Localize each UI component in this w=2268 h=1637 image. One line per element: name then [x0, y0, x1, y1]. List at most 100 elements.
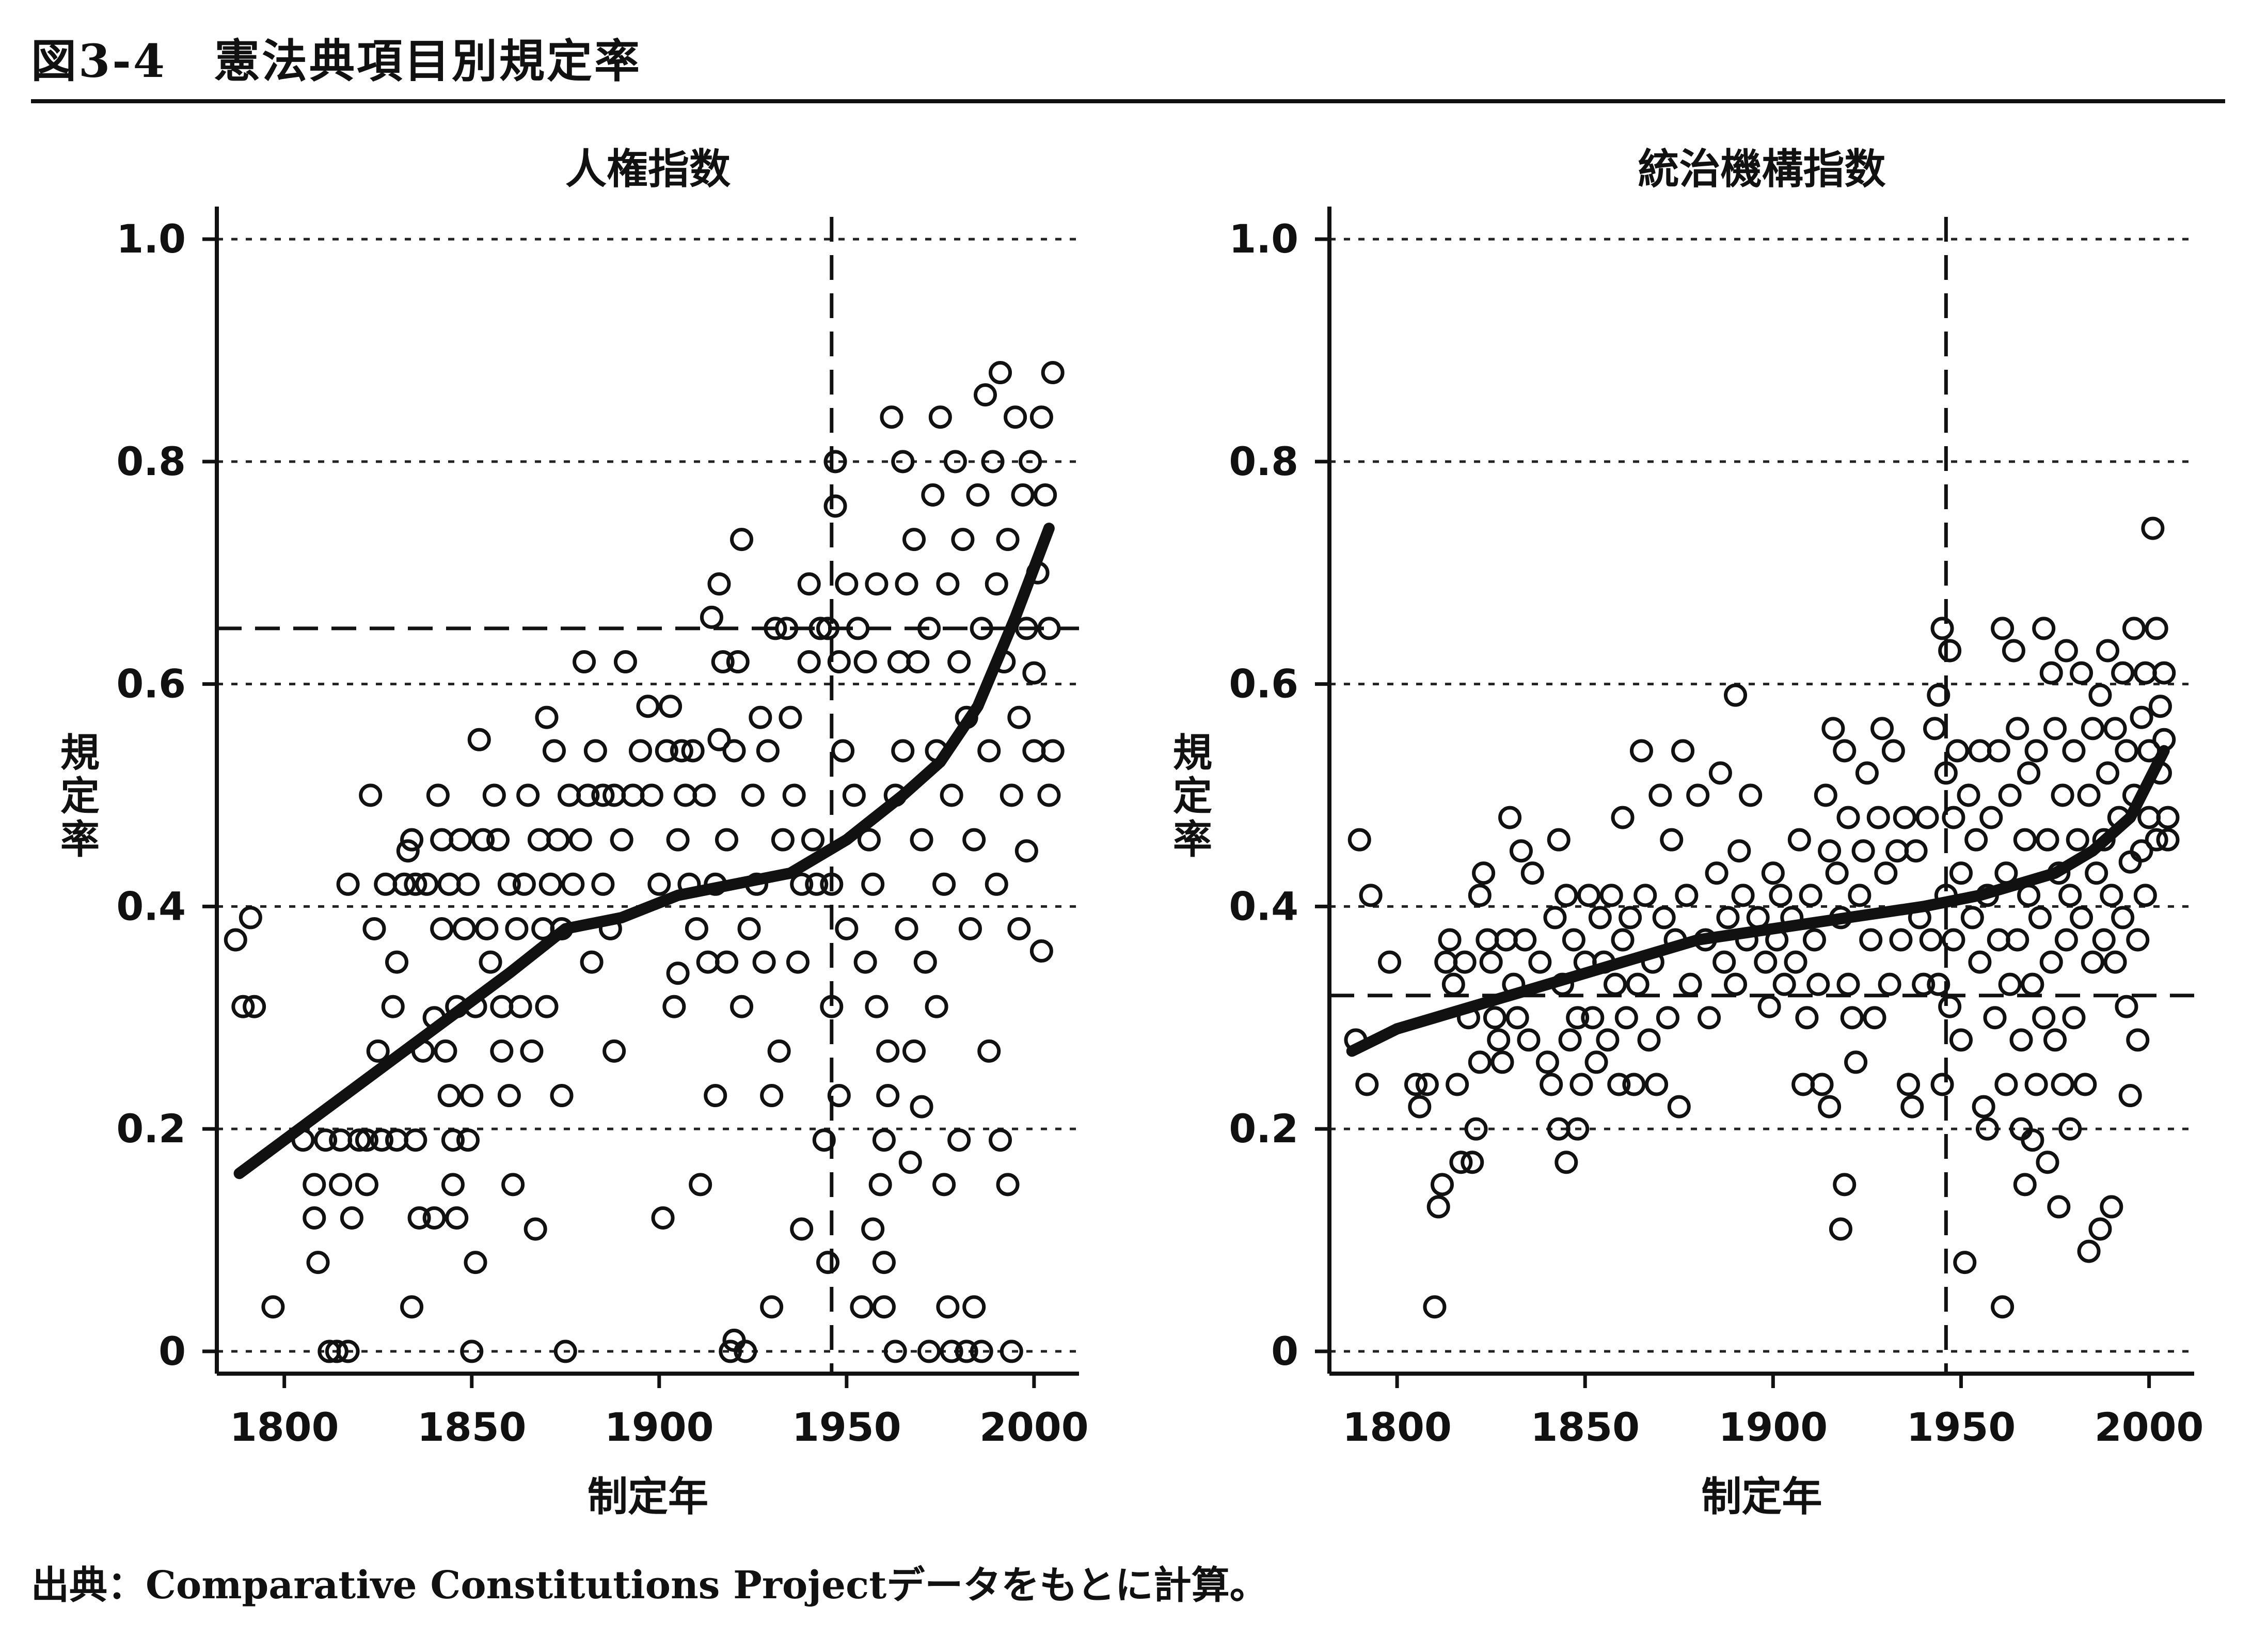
data-point: [1498, 806, 1522, 829]
data-point: [973, 383, 997, 407]
data-point: [2118, 850, 2142, 874]
data-point: [2133, 661, 2157, 685]
data-point: [471, 828, 495, 852]
data-point: [1483, 1006, 1506, 1030]
data-point: [1509, 839, 1533, 863]
data-point: [1878, 972, 1901, 996]
data-point: [752, 950, 776, 974]
data-point: [303, 1206, 326, 1230]
data-point: [760, 1295, 784, 1319]
data-point: [756, 739, 780, 763]
data-point: [583, 739, 607, 763]
data-point: [685, 917, 708, 940]
data-point: [576, 783, 600, 807]
data-point: [1468, 884, 1492, 907]
data-point: [1426, 1195, 1450, 1219]
data-point: [985, 872, 1008, 896]
data-point: [790, 1217, 814, 1241]
data-point: [966, 483, 990, 507]
data-point: [1611, 806, 1635, 829]
data-point: [2122, 617, 2146, 640]
data-point: [970, 617, 993, 640]
data-point: [1449, 1151, 1473, 1174]
data-point: [1446, 1073, 1469, 1096]
data-point: [512, 872, 536, 896]
data-point: [396, 839, 420, 863]
figure-title: 図3-4 憲法典項目別規定率: [31, 34, 642, 88]
data-point: [853, 950, 877, 974]
data-point: [445, 1206, 469, 1230]
data-point: [805, 872, 829, 896]
data-point: [1731, 884, 1755, 907]
data-point: [1614, 1006, 1638, 1030]
data-point: [895, 917, 918, 940]
data-point: [1814, 783, 1837, 807]
x-tick-label: 1900: [1719, 1404, 1828, 1450]
data-point: [535, 995, 559, 1018]
data-point: [704, 1084, 727, 1108]
data-point: [2088, 683, 2112, 707]
data-point: [1517, 1028, 1541, 1052]
data-point: [1859, 928, 1883, 952]
x-tick-label: 2000: [2095, 1404, 2204, 1450]
data-point: [730, 528, 754, 552]
data-point: [1923, 717, 1946, 741]
data-point: [2066, 828, 2089, 852]
data-point: [1810, 1073, 1834, 1096]
chart-title: 人権指数: [565, 145, 731, 193]
data-point: [2058, 1117, 2082, 1141]
data-point: [2141, 516, 2165, 540]
data-point: [910, 828, 933, 852]
data-point: [2148, 695, 2172, 718]
data-point: [464, 1251, 487, 1274]
y-tick-label: 0.8: [116, 438, 186, 484]
data-point: [977, 739, 1001, 763]
data-point: [2051, 1073, 2074, 1096]
data-point: [1840, 1006, 1864, 1030]
data-point: [1520, 861, 1544, 885]
data-point: [1569, 1073, 1593, 1096]
data-point: [370, 1128, 393, 1152]
data-point: [1912, 972, 1936, 996]
data-point: [1037, 617, 1061, 640]
data-point: [1975, 1117, 1999, 1141]
data-point: [940, 783, 963, 807]
data-point: [1829, 1217, 1852, 1241]
data-point: [760, 1084, 784, 1108]
data-point: [2088, 1217, 2112, 1241]
data-point: [958, 917, 982, 940]
data-point: [1547, 828, 1571, 852]
data-point: [1555, 884, 1578, 907]
data-point: [243, 995, 266, 1018]
data-point: [2085, 861, 2108, 885]
data-point: [947, 1128, 971, 1152]
data-point: [1535, 1050, 1559, 1074]
data-point: [1656, 1006, 1679, 1030]
data-point: [902, 528, 926, 552]
data-point: [2006, 928, 2029, 952]
data-point: [1434, 950, 1458, 974]
data-point: [509, 995, 532, 1018]
data-point: [1596, 1028, 1620, 1052]
data-point: [891, 739, 915, 763]
data-point: [1772, 972, 1796, 996]
data-point: [989, 361, 1012, 385]
data-point: [1577, 884, 1600, 907]
data-point: [568, 828, 592, 852]
data-point: [329, 1173, 353, 1197]
data-point: [392, 872, 416, 896]
data-point: [224, 928, 247, 952]
data-point: [1430, 1173, 1454, 1197]
data-point: [460, 1084, 484, 1108]
data-point: [1611, 928, 1635, 952]
data-point: [989, 1128, 1012, 1152]
data-point: [591, 872, 615, 896]
x-tick-label: 2000: [979, 1404, 1089, 1450]
data-point: [970, 1340, 993, 1363]
data-point: [1441, 972, 1465, 996]
data-point: [730, 995, 754, 1018]
data-point: [1968, 950, 1992, 974]
data-point: [771, 828, 795, 852]
data-point: [1487, 1028, 1511, 1052]
data-point: [1991, 617, 2015, 640]
